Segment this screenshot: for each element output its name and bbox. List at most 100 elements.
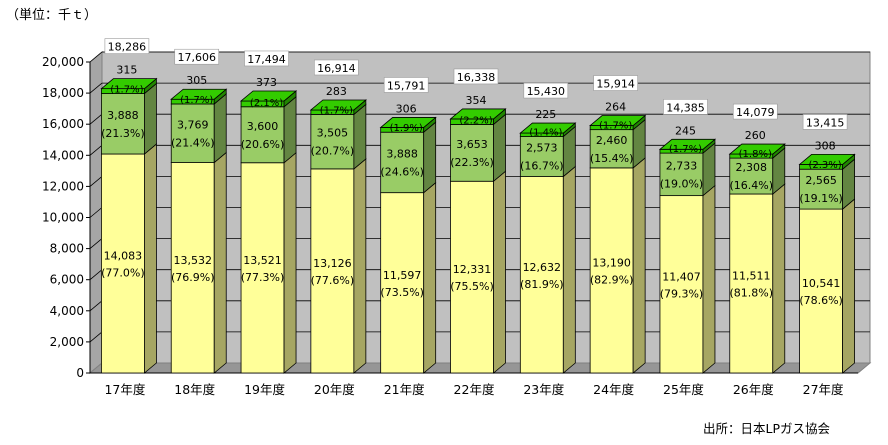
gridline-side (89, 207, 103, 218)
bar-value-label: 11,597 (383, 269, 422, 282)
bar-share-label: (1.8%) (739, 149, 772, 160)
bar-share-label: (78.6%) (799, 294, 843, 307)
bar-value-label: 12,331 (453, 263, 492, 276)
bar-segment (380, 131, 425, 194)
bar-share-label: (19.0%) (660, 177, 704, 190)
bar-top (379, 117, 437, 128)
bar-value-label: 3,769 (177, 118, 209, 131)
total-value-label: 14,079 (736, 106, 775, 119)
bar-side (493, 170, 506, 374)
y-tick-label: 4,000 (50, 304, 84, 318)
bar-top (728, 143, 786, 155)
bar-share-label: (76.9%) (171, 271, 215, 284)
y-tick-label: 10,000 (42, 211, 84, 225)
x-tick-label: 20年度 (314, 382, 355, 397)
total-value-label: 15,914 (596, 78, 635, 91)
bar-side (423, 121, 437, 194)
bar-share-label: (82.9%) (590, 273, 634, 286)
bar-top (239, 90, 298, 102)
y-tick-label: 14,000 (42, 148, 84, 162)
bar-value-label: 2,308 (736, 161, 768, 174)
bar-side (702, 184, 716, 374)
bar-segment (799, 208, 843, 374)
bar-share-label: (16.4%) (730, 179, 774, 192)
total-label-box (802, 114, 848, 130)
bar-side (772, 183, 786, 374)
bar-share-label: (2.3%) (808, 160, 841, 171)
y-tick-label: 16,000 (42, 117, 84, 131)
gridline-side (89, 82, 103, 94)
total-label-box (523, 82, 569, 99)
bar-top (589, 115, 647, 126)
bar-value-label: 2,573 (526, 142, 558, 155)
bar-value-label: 11,407 (662, 270, 701, 283)
bar-side (213, 151, 227, 374)
bar-share-label: (24.6%) (380, 165, 424, 178)
bar-side (632, 157, 646, 374)
bar-share-label: (1.7%) (599, 121, 632, 132)
total-value-label: 16,914 (317, 62, 356, 75)
x-tick-label: 19年度 (244, 382, 285, 397)
bar-value-label: 10,541 (802, 277, 841, 290)
bar-segment (310, 113, 355, 170)
bar-share-label: (77.3%) (241, 271, 285, 284)
bar-side (493, 113, 506, 183)
bar-segment (240, 106, 285, 164)
bar-segment (799, 168, 843, 210)
bar-share-label: (77.6%) (311, 274, 355, 287)
bar-share-label: (73.5%) (380, 286, 424, 299)
x-tick-label: 26年度 (733, 382, 774, 397)
bar-segment (450, 124, 494, 182)
bar-segment (170, 162, 215, 374)
y-tick-label: 0 (76, 366, 84, 380)
bar-share-label: (81.8%) (730, 287, 774, 300)
x-tick-label: 21年度 (384, 382, 425, 397)
bar-value-label: 12,632 (523, 261, 562, 274)
bar-segment (380, 192, 425, 374)
bar-share-label: (21.4%) (171, 136, 215, 149)
y-tick-label: 2,000 (50, 335, 84, 349)
bar-side (144, 82, 157, 155)
x-tick-label: 17年度 (104, 382, 145, 397)
gridline-side (89, 144, 103, 156)
unit-label: （単位：千ｔ） (6, 8, 98, 23)
bar-segment (170, 103, 215, 163)
bar-value-label: 11,511 (732, 270, 771, 283)
bar-share-label: (20.6%) (241, 138, 285, 151)
x-tick-label: 18年度 (174, 382, 215, 397)
bar-value-label: 3,653 (456, 138, 488, 151)
bar-segment (659, 152, 704, 197)
bar-share-label: (2.1%) (250, 98, 283, 109)
bar-value-label: 306 (396, 102, 417, 115)
bar-top (449, 108, 507, 120)
bar-share-label: (22.3%) (450, 156, 494, 169)
bar-side (144, 143, 157, 374)
bar-value-label: 283 (326, 85, 347, 98)
bar-share-label: (16.7%) (520, 160, 564, 173)
total-value-label: 17,494 (247, 53, 286, 66)
bar-value-label: 315 (116, 64, 137, 77)
total-value-label: 15,430 (527, 85, 566, 98)
bar-segment (240, 162, 285, 374)
bar-value-label: 260 (745, 129, 766, 142)
bar-value-label: 3,888 (386, 147, 418, 160)
bar-side (283, 151, 297, 374)
bar-value-label: 373 (256, 76, 277, 89)
bar-value-label: 225 (535, 108, 556, 121)
total-value-label: 16,338 (457, 71, 496, 84)
bar-side (562, 165, 576, 374)
total-label-box (663, 99, 708, 115)
bar-segment (729, 193, 774, 374)
bar-side (353, 158, 367, 374)
bar-segment (519, 136, 564, 177)
bar-segment (589, 167, 634, 374)
gridline-side (89, 176, 103, 187)
bar-share-label: (1.7%) (180, 95, 213, 106)
total-label-box (244, 50, 289, 67)
bar-value-label: 3,888 (107, 109, 139, 122)
y-tick-label: 18,000 (42, 86, 84, 100)
bar-value-label: 245 (675, 124, 696, 137)
bar-side (353, 103, 367, 170)
gridline-side (89, 331, 103, 343)
